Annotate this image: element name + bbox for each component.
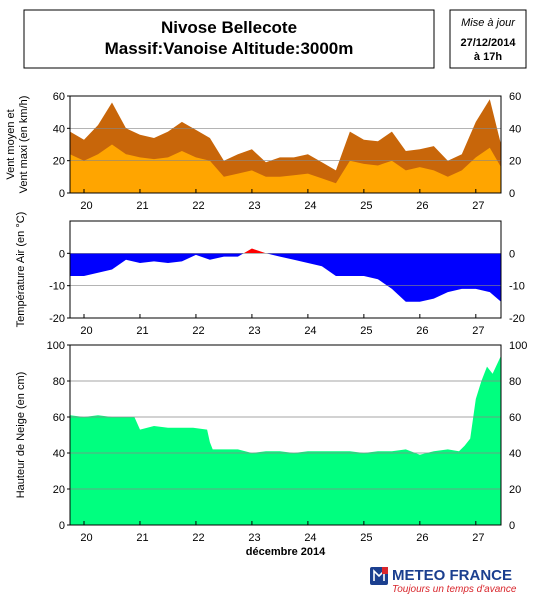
x-tick-label-20: 20 bbox=[80, 325, 92, 337]
y-tick-label-left-40: 40 bbox=[53, 448, 65, 460]
chart-panels: 0 0 20 20 40 40 60 60 20 21 22 23 24 25 26 27 Vent moyen… bbox=[5, 91, 527, 558]
x-tick-label-23: 23 bbox=[248, 325, 260, 337]
x-tick-label-24: 24 bbox=[304, 325, 316, 337]
x-tick-label-22: 22 bbox=[192, 532, 204, 544]
y-tick-label-right--10: -10 bbox=[509, 281, 525, 293]
y-tick-label-right-20: 20 bbox=[509, 156, 521, 168]
y-tick-label-left-80: 80 bbox=[53, 376, 65, 388]
panel-1: 0 0 20 20 40 40 60 60 20 21 22 23 24 25 26 27 Vent moyen… bbox=[5, 91, 521, 212]
y-tick-label-right-80: 80 bbox=[509, 376, 521, 388]
x-tick-label-27: 27 bbox=[472, 200, 484, 212]
panel-2: -20 -20 -10 -10 0 0 20 21 22 23 24 25 26 27 Températur… bbox=[15, 212, 525, 337]
y-tick-label-left--10: -10 bbox=[49, 281, 65, 293]
y-tick-label-right-60: 60 bbox=[509, 91, 521, 103]
y-tick-label-right-60: 60 bbox=[509, 412, 521, 424]
x-tick-label-27: 27 bbox=[472, 325, 484, 337]
y-axis-label-3: Hauteur de Neige (en cm) bbox=[15, 372, 27, 499]
x-tick-label-26: 26 bbox=[416, 532, 428, 544]
y-tick-label-left-60: 60 bbox=[53, 91, 65, 103]
x-tick-label-23: 23 bbox=[248, 200, 260, 212]
title-box bbox=[23, 9, 435, 69]
x-tick-label-20: 20 bbox=[80, 200, 92, 212]
x-tick-label-21: 21 bbox=[136, 200, 148, 212]
y-axis-label-2: Température Air (en °C) bbox=[15, 212, 27, 328]
x-tick-label-25: 25 bbox=[360, 200, 372, 212]
x-tick-label-21: 21 bbox=[136, 325, 148, 337]
y-tick-label-left--20: -20 bbox=[49, 313, 65, 325]
brand-slogan: Toujours un temps d'avance bbox=[392, 584, 517, 595]
y-tick-label-left-20: 20 bbox=[53, 156, 65, 168]
panel-frame-2 bbox=[69, 220, 502, 319]
y-tick-label-right-0: 0 bbox=[509, 248, 515, 260]
meteo-france-logo-icon bbox=[370, 567, 388, 585]
x-tick-label-22: 22 bbox=[192, 325, 204, 337]
brand-name: METEO FRANCE bbox=[392, 567, 512, 584]
x-tick-label-22: 22 bbox=[192, 200, 204, 212]
plot-area-3 bbox=[70, 355, 501, 525]
y-tick-label-left-0: 0 bbox=[59, 188, 65, 200]
series-vent-moyen bbox=[70, 144, 501, 193]
update-time: à 17h bbox=[474, 51, 502, 63]
panel-frame-1 bbox=[69, 95, 502, 194]
y-tick-label-left-40: 40 bbox=[53, 123, 65, 135]
x-tick-label-23: 23 bbox=[248, 532, 260, 544]
plot-area-1 bbox=[70, 99, 501, 193]
update-label: Mise à jour bbox=[461, 17, 516, 29]
x-tick-label-25: 25 bbox=[360, 532, 372, 544]
x-tick-label-27: 27 bbox=[472, 532, 484, 544]
meteo-france-logo: METEO FRANCE Toujours un temps d'avance bbox=[370, 567, 517, 595]
y-tick-label-left-0: 0 bbox=[59, 520, 65, 532]
update-box bbox=[449, 9, 527, 69]
title-line-1: Nivose Bellecote bbox=[161, 18, 297, 37]
x-tick-label-20: 20 bbox=[80, 532, 92, 544]
panel-frame-3 bbox=[69, 344, 502, 526]
update-date: 27/12/2014 bbox=[460, 37, 516, 49]
y-axis-label-1: Vent moyen etVent maxi (en km/h) bbox=[5, 96, 30, 194]
y-tick-label-right-100: 100 bbox=[509, 340, 527, 352]
x-tick-label-24: 24 bbox=[304, 532, 316, 544]
y-tick-label-left-60: 60 bbox=[53, 412, 65, 424]
x-tick-label-26: 26 bbox=[416, 325, 428, 337]
y-tick-label-right-40: 40 bbox=[509, 123, 521, 135]
title-line-2: Massif:Vanoise Altitude:3000m bbox=[105, 39, 354, 58]
x-tick-label-24: 24 bbox=[304, 200, 316, 212]
y-tick-label-left-100: 100 bbox=[47, 340, 65, 352]
x-tick-label-25: 25 bbox=[360, 325, 372, 337]
x-tick-label-21: 21 bbox=[136, 532, 148, 544]
y-tick-label-right-20: 20 bbox=[509, 484, 521, 496]
y-tick-label-right-0: 0 bbox=[509, 520, 515, 532]
y-tick-label-right-40: 40 bbox=[509, 448, 521, 460]
plot-area-2 bbox=[70, 248, 501, 302]
y-tick-label-left-0: 0 bbox=[59, 248, 65, 260]
series-snow-depth bbox=[70, 355, 501, 525]
panel-3: 0 0 20 20 40 40 60 60 80 80 100 100 20 21 22 23 24 25 26 27… bbox=[15, 340, 527, 558]
x-tick-label-26: 26 bbox=[416, 200, 428, 212]
x-axis-label: décembre 2014 bbox=[246, 546, 326, 558]
series-temperature-negative bbox=[70, 253, 501, 302]
y-tick-label-left-20: 20 bbox=[53, 484, 65, 496]
y-tick-label-right-0: 0 bbox=[509, 188, 515, 200]
y-tick-label-right--20: -20 bbox=[509, 313, 525, 325]
